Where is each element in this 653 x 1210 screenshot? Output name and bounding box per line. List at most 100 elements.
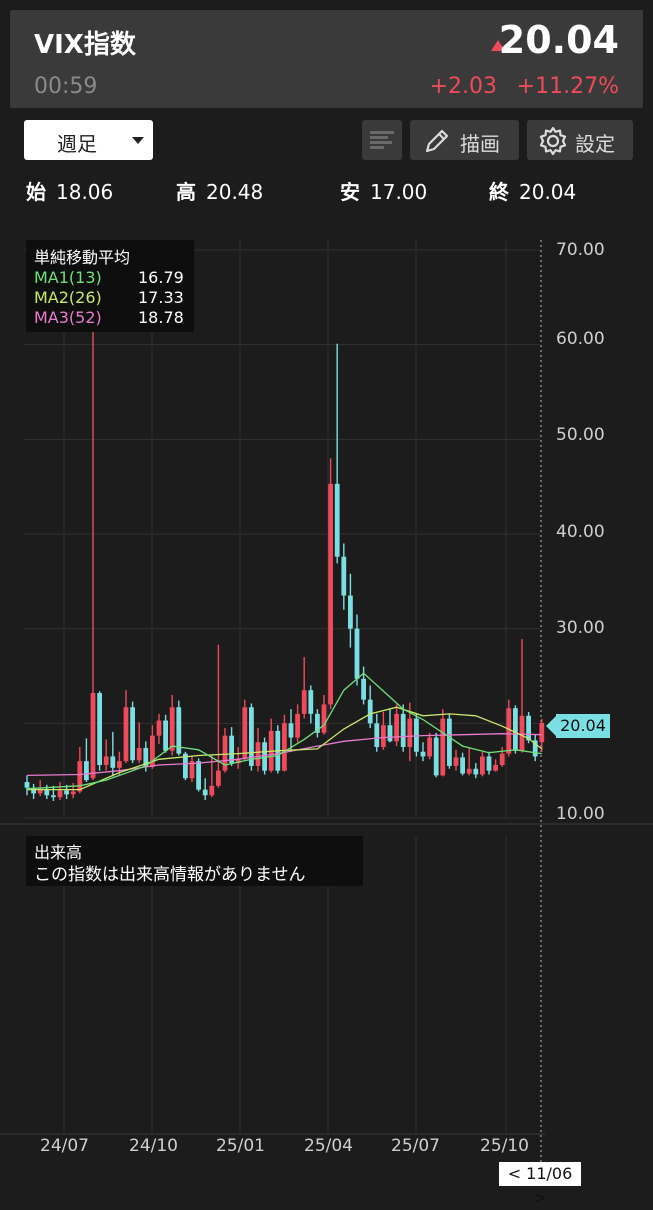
candle-body [348, 595, 353, 629]
y-tick-label: 10.00 [556, 804, 605, 824]
candle-body [150, 735, 155, 767]
chevron-down-icon [132, 137, 144, 144]
candle-body [361, 678, 366, 700]
x-tick-label: 25/07 [391, 1136, 440, 1156]
period-label: 週足 [57, 132, 97, 156]
quote-time: 00:59 [34, 74, 98, 99]
candle-body [189, 761, 195, 779]
candle-body [532, 740, 538, 757]
ohlc-high: 高 20.48 [176, 180, 264, 204]
candle-body [334, 483, 340, 557]
ma2-line [27, 706, 543, 791]
price-tag-pointer [546, 716, 556, 736]
candle-body [447, 718, 452, 766]
candle-body [466, 768, 472, 774]
price-change: +2.03 [429, 74, 497, 99]
candle-body [64, 790, 69, 795]
candle-body [77, 761, 83, 792]
candle-body [480, 756, 485, 775]
candle-body [295, 713, 300, 738]
candle-body [519, 715, 525, 751]
candle-body [301, 690, 307, 714]
candle-body [315, 713, 320, 733]
bar-list-icon [370, 131, 394, 149]
volume-message: この指数は出来高情報がありません [34, 865, 306, 885]
ohlc-close: 終 20.04 [489, 180, 577, 204]
candle-body [374, 723, 380, 747]
candle-body [136, 747, 142, 761]
candle-body [24, 782, 30, 788]
x-tick-label: 24/07 [40, 1136, 89, 1156]
candle-body [209, 785, 215, 796]
candle-body [394, 713, 399, 742]
y-tick-label: 40.00 [556, 522, 605, 542]
candle-body [486, 756, 492, 771]
candle-body [123, 707, 129, 762]
candle-body [354, 628, 360, 679]
candle-body [328, 483, 333, 705]
period-select[interactable]: 週足 [24, 120, 153, 160]
candle-body [90, 693, 96, 779]
candle-body [130, 707, 135, 761]
pencil-icon [425, 129, 449, 153]
current-price-tag: 20.04 [556, 714, 610, 738]
candle-body [433, 737, 439, 776]
price-change-percent: +11.27% [516, 74, 619, 99]
index-title: VIX指数 [34, 30, 136, 60]
y-tick-label: 70.00 [556, 240, 605, 260]
candle-body [506, 708, 512, 754]
candle-body [103, 756, 109, 765]
candle-body [235, 758, 241, 764]
up-arrow-icon [491, 40, 505, 51]
x-tick-label: 25/01 [216, 1136, 265, 1156]
candle-body [420, 751, 426, 757]
draw-button[interactable]: 描画 [410, 120, 519, 160]
quote-header: VIX指数 00:59 20.04 +2.03 +11.27% [10, 10, 643, 108]
candle-body [202, 789, 208, 796]
ohlc-open: 始 18.06 [26, 180, 114, 204]
gear-icon [539, 126, 567, 156]
candle-body [367, 699, 373, 724]
candle-body [110, 756, 116, 768]
candle-body [143, 747, 149, 767]
x-tick-label: 25/10 [480, 1136, 529, 1156]
settings-button[interactable]: 設定 [527, 120, 633, 160]
ma1-label: MA1(13) [34, 268, 102, 287]
candle-body [57, 790, 63, 798]
y-tick-label: 50.00 [556, 425, 605, 445]
chart-type-button[interactable] [362, 120, 402, 160]
ma2-value: 17.33 [138, 288, 184, 307]
ma2-label: MA2(26) [34, 288, 102, 307]
candle-body [176, 707, 182, 754]
candle-body [526, 715, 531, 741]
ohlc-low: 安 17.00 [340, 180, 428, 204]
candle-body [387, 725, 393, 742]
candle-body [321, 704, 327, 733]
candle-body [117, 761, 122, 768]
candle-body [473, 768, 479, 775]
candle-body [407, 718, 413, 747]
candle-body [282, 723, 287, 771]
ma1-value: 16.79 [138, 268, 184, 287]
candle-body [288, 723, 294, 738]
legend-title: 単純移動平均 [34, 248, 131, 267]
candle-body [222, 735, 228, 771]
candle-body [249, 707, 254, 766]
candle-body [51, 795, 56, 798]
draw-label: 描画 [460, 132, 500, 156]
candle-body [453, 757, 459, 766]
crosshair-date-tag[interactable]: < 11/06 > [499, 1162, 581, 1207]
candle-body [427, 737, 432, 757]
candle-body [163, 720, 168, 751]
candle-body [381, 725, 386, 747]
candle-body [169, 707, 175, 751]
ma1-line [26, 672, 542, 790]
candle-body [255, 742, 261, 766]
candle-body [242, 707, 248, 759]
candle-body [156, 720, 162, 736]
ma-legend[interactable]: 単純移動平均 MA1(13) 16.79 MA2(26) 17.33 MA3(5… [26, 240, 194, 332]
volume-title: 出来高 [34, 843, 83, 862]
candle-body [493, 764, 498, 771]
candle-body [84, 761, 89, 781]
